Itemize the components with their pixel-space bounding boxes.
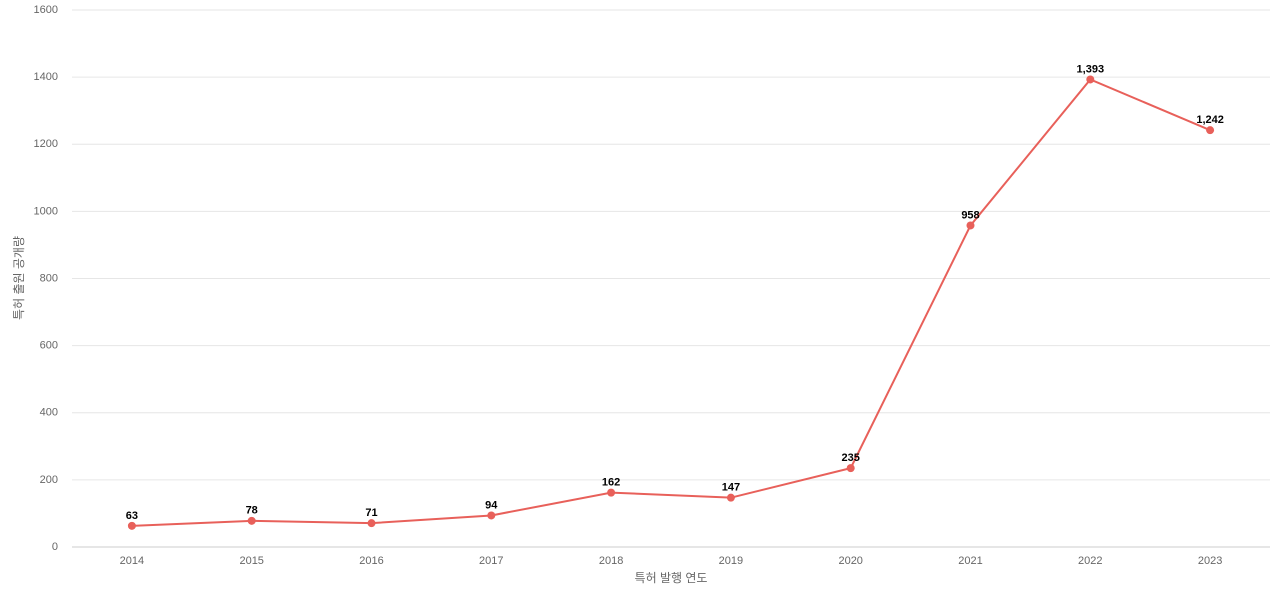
x-tick-label: 2018 (599, 555, 623, 567)
y-tick-label: 200 (40, 474, 58, 486)
value-label: 147 (722, 482, 740, 494)
y-tick-label: 800 (40, 272, 58, 284)
point (247, 516, 256, 525)
x-tick-label: 2017 (479, 555, 503, 567)
value-label: 235 (842, 452, 860, 464)
point (607, 488, 616, 497)
value-label: 1,393 (1077, 63, 1105, 75)
value-label: 78 (246, 505, 258, 517)
y-tick-label: 0 (52, 541, 58, 553)
x-tick-label: 2015 (239, 555, 263, 567)
point (1206, 126, 1215, 135)
value-label: 1,242 (1196, 114, 1224, 126)
x-tick-label: 2021 (958, 555, 982, 567)
line (131, 78, 1211, 527)
y-tick-label: 1400 (34, 71, 58, 83)
x-tick-label: 2022 (1078, 555, 1102, 567)
point (966, 221, 975, 230)
value-label: 958 (961, 209, 979, 221)
y-tick-label: 1200 (34, 138, 58, 150)
value-label: 71 (365, 507, 377, 519)
value-label: 162 (602, 477, 620, 489)
y-axis-title: 특허 출원 공개량 (12, 236, 26, 320)
y-tick-label: 600 (40, 340, 58, 352)
x-tick-label: 2016 (359, 555, 383, 567)
x-tick-label: 2019 (719, 555, 743, 567)
x-tick-label: 2014 (120, 555, 144, 567)
x-axis-title: 특허 발행 연도 (635, 570, 708, 585)
point (1086, 75, 1095, 84)
x-tick-label: 2020 (838, 555, 862, 567)
point (367, 519, 376, 528)
x-tick-label: 2023 (1198, 555, 1222, 567)
value-label: 94 (485, 499, 498, 511)
y-tick-label: 1600 (34, 4, 58, 16)
point (726, 493, 735, 502)
point (487, 511, 496, 520)
y-tick-label: 400 (40, 407, 58, 419)
point (846, 464, 855, 473)
point (127, 521, 136, 530)
y-tick-label: 1000 (34, 205, 58, 217)
value-label: 63 (126, 510, 138, 522)
